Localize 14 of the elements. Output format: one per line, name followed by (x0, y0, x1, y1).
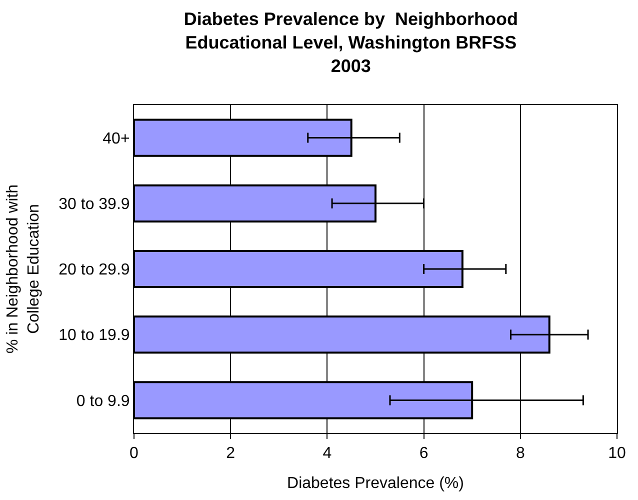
x-tick-label: 8 (516, 445, 525, 462)
y-axis-title: % in Neighborhood with College Education (4, 184, 43, 354)
x-axis-title: Diabetes Prevalence (%) (287, 474, 464, 492)
chart-title: Diabetes Prevalence by Neighborhood Educational Level, Washington BRFSS 2003 (184, 9, 518, 76)
x-tick-label: 0 (130, 445, 139, 462)
x-tick-label: 2 (226, 445, 236, 462)
x-tick-label: 4 (322, 445, 332, 462)
x-tick-label: 6 (419, 445, 428, 462)
y-tick-label: 40+ (102, 130, 130, 148)
y-tick-label: 30 to 39.9 (58, 196, 130, 213)
y-tick-label: 0 to 9.9 (76, 392, 130, 410)
y-tick-label: 20 to 29.9 (58, 262, 130, 279)
x-tick-label: 10 (608, 445, 626, 462)
y-tick-label: 10 to 19.9 (58, 327, 130, 344)
